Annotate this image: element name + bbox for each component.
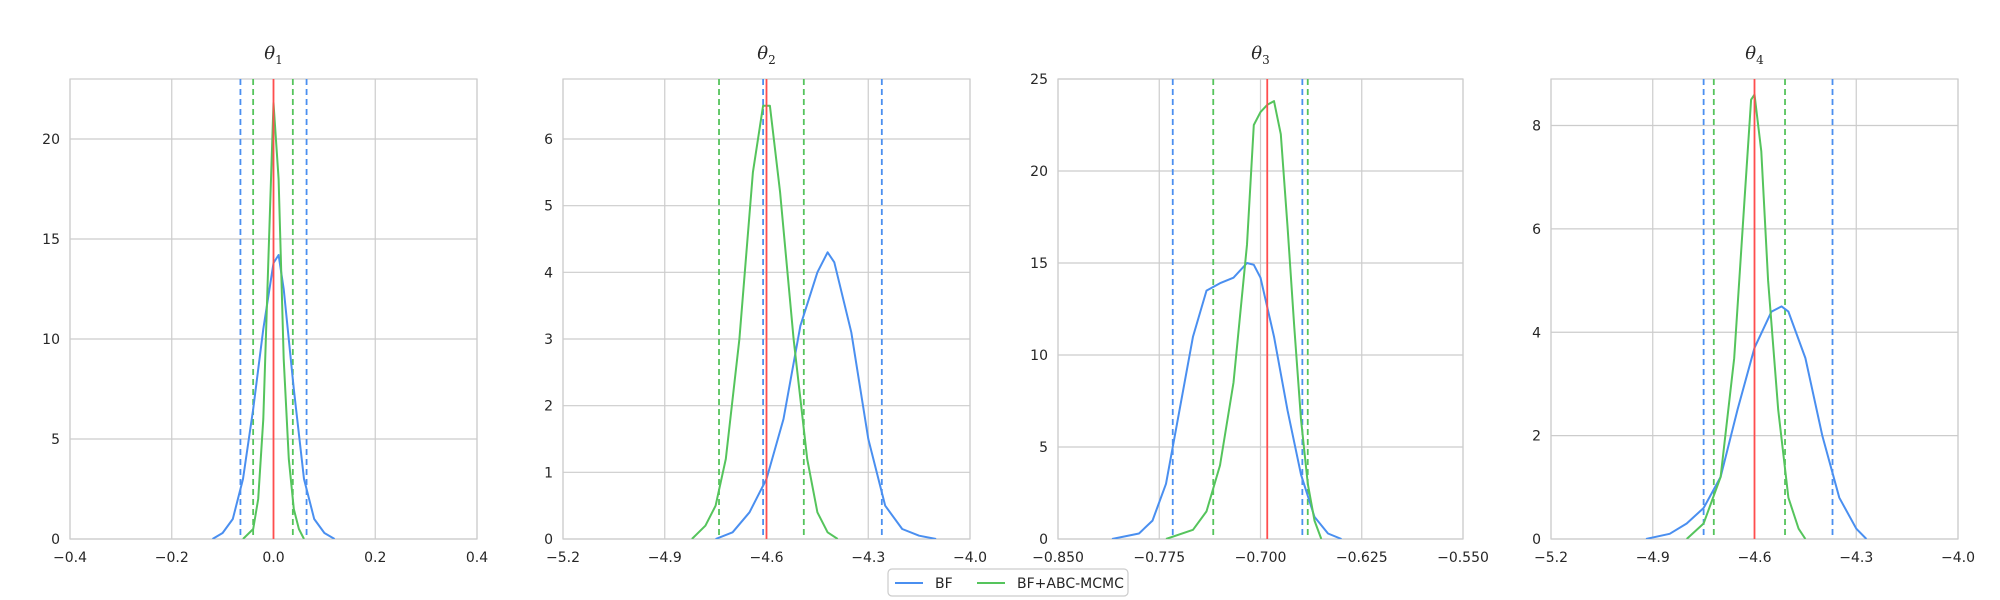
chart-panel-4: −5.2 −4.9 −4.6 −4.3 −4.0 0 2 4 6 8 θ4 bbox=[1532, 43, 1975, 566]
x-tick-label: −0.4 bbox=[53, 550, 87, 566]
legend-label: BF+ABC-MCMC bbox=[1017, 576, 1124, 592]
abc-density-curve bbox=[691, 104, 839, 539]
y-tick-label: 15 bbox=[1030, 256, 1048, 272]
x-tick-label: −4.0 bbox=[1941, 550, 1975, 566]
panel-title: θ3 bbox=[1251, 43, 1269, 67]
x-tick-label: 0.2 bbox=[364, 550, 386, 566]
chart-panel-2: −5.2 −4.9 −4.6 −4.3 −4.0 0 1 2 3 4 5 6 θ2 bbox=[544, 43, 987, 566]
chart-panel-1: −0.4 −0.2 0.0 0.2 0.4 0 5 10 15 20 θ1 bbox=[42, 43, 488, 566]
x-tick-label: −0.850 bbox=[1032, 550, 1084, 566]
y-tick-label: 8 bbox=[1532, 119, 1541, 135]
y-tick-label: 0 bbox=[1532, 532, 1541, 548]
x-tick-label: 0.4 bbox=[466, 550, 488, 566]
x-tick-label: −4.3 bbox=[1839, 550, 1873, 566]
x-tick-label: −5.2 bbox=[546, 550, 580, 566]
x-tick-label: −4.6 bbox=[1738, 550, 1772, 566]
y-tick-label: 6 bbox=[544, 132, 553, 148]
panel-title: θ1 bbox=[264, 43, 282, 67]
y-tick-label: 4 bbox=[1532, 325, 1541, 341]
x-tick-label: −4.9 bbox=[648, 550, 682, 566]
y-tick-label: 2 bbox=[544, 399, 553, 415]
x-tick-label: −0.550 bbox=[1437, 550, 1489, 566]
y-tick-label: 20 bbox=[42, 132, 60, 148]
x-tick-label: −4.6 bbox=[750, 550, 784, 566]
abc-density-curve bbox=[242, 102, 305, 539]
y-tick-label: 10 bbox=[42, 332, 60, 348]
y-tick-label: 3 bbox=[544, 332, 553, 348]
x-tick-label: −0.775 bbox=[1133, 550, 1185, 566]
y-tick-label: 15 bbox=[42, 232, 60, 248]
x-tick-label: −0.625 bbox=[1336, 550, 1388, 566]
plot-frame bbox=[1057, 78, 1464, 540]
y-tick-label: 0 bbox=[1039, 532, 1048, 548]
x-tick-label: −0.2 bbox=[155, 550, 189, 566]
y-tick-label: 0 bbox=[544, 532, 553, 548]
x-tick-label: −5.2 bbox=[1534, 550, 1568, 566]
y-tick-label: 0 bbox=[51, 532, 60, 548]
y-tick-label: 25 bbox=[1030, 72, 1048, 88]
panel-title: θ2 bbox=[757, 43, 775, 67]
y-tick-label: 5 bbox=[51, 432, 60, 448]
y-tick-label: 20 bbox=[1030, 164, 1048, 180]
legend-frame bbox=[887, 568, 1129, 597]
x-tick-label: −0.700 bbox=[1235, 550, 1287, 566]
chart-panel-3: −0.850 −0.775 −0.700 −0.625 −0.550 0 5 10 15 20 25… bbox=[1030, 43, 1489, 566]
y-tick-label: 4 bbox=[544, 265, 553, 281]
panel-title: θ4 bbox=[1745, 43, 1764, 67]
abc-density-curve bbox=[1165, 100, 1323, 539]
y-tick-label: 5 bbox=[1039, 440, 1048, 456]
bf-density-curve bbox=[211, 254, 336, 539]
legend: BF BF+ABC-MCMC bbox=[887, 568, 1129, 597]
x-tick-label: 0.0 bbox=[262, 550, 284, 566]
y-tick-label: 1 bbox=[544, 465, 553, 481]
y-tick-label: 10 bbox=[1030, 348, 1048, 364]
x-tick-label: −4.9 bbox=[1636, 550, 1670, 566]
y-tick-label: 6 bbox=[1532, 222, 1541, 238]
legend-label: BF bbox=[935, 576, 953, 592]
bf-density-curve bbox=[1111, 262, 1342, 539]
y-tick-label: 5 bbox=[544, 199, 553, 215]
x-tick-label: −4.0 bbox=[953, 550, 987, 566]
y-tick-label: 2 bbox=[1532, 429, 1541, 445]
x-tick-label: −4.3 bbox=[851, 550, 885, 566]
bf-density-curve bbox=[715, 251, 937, 539]
